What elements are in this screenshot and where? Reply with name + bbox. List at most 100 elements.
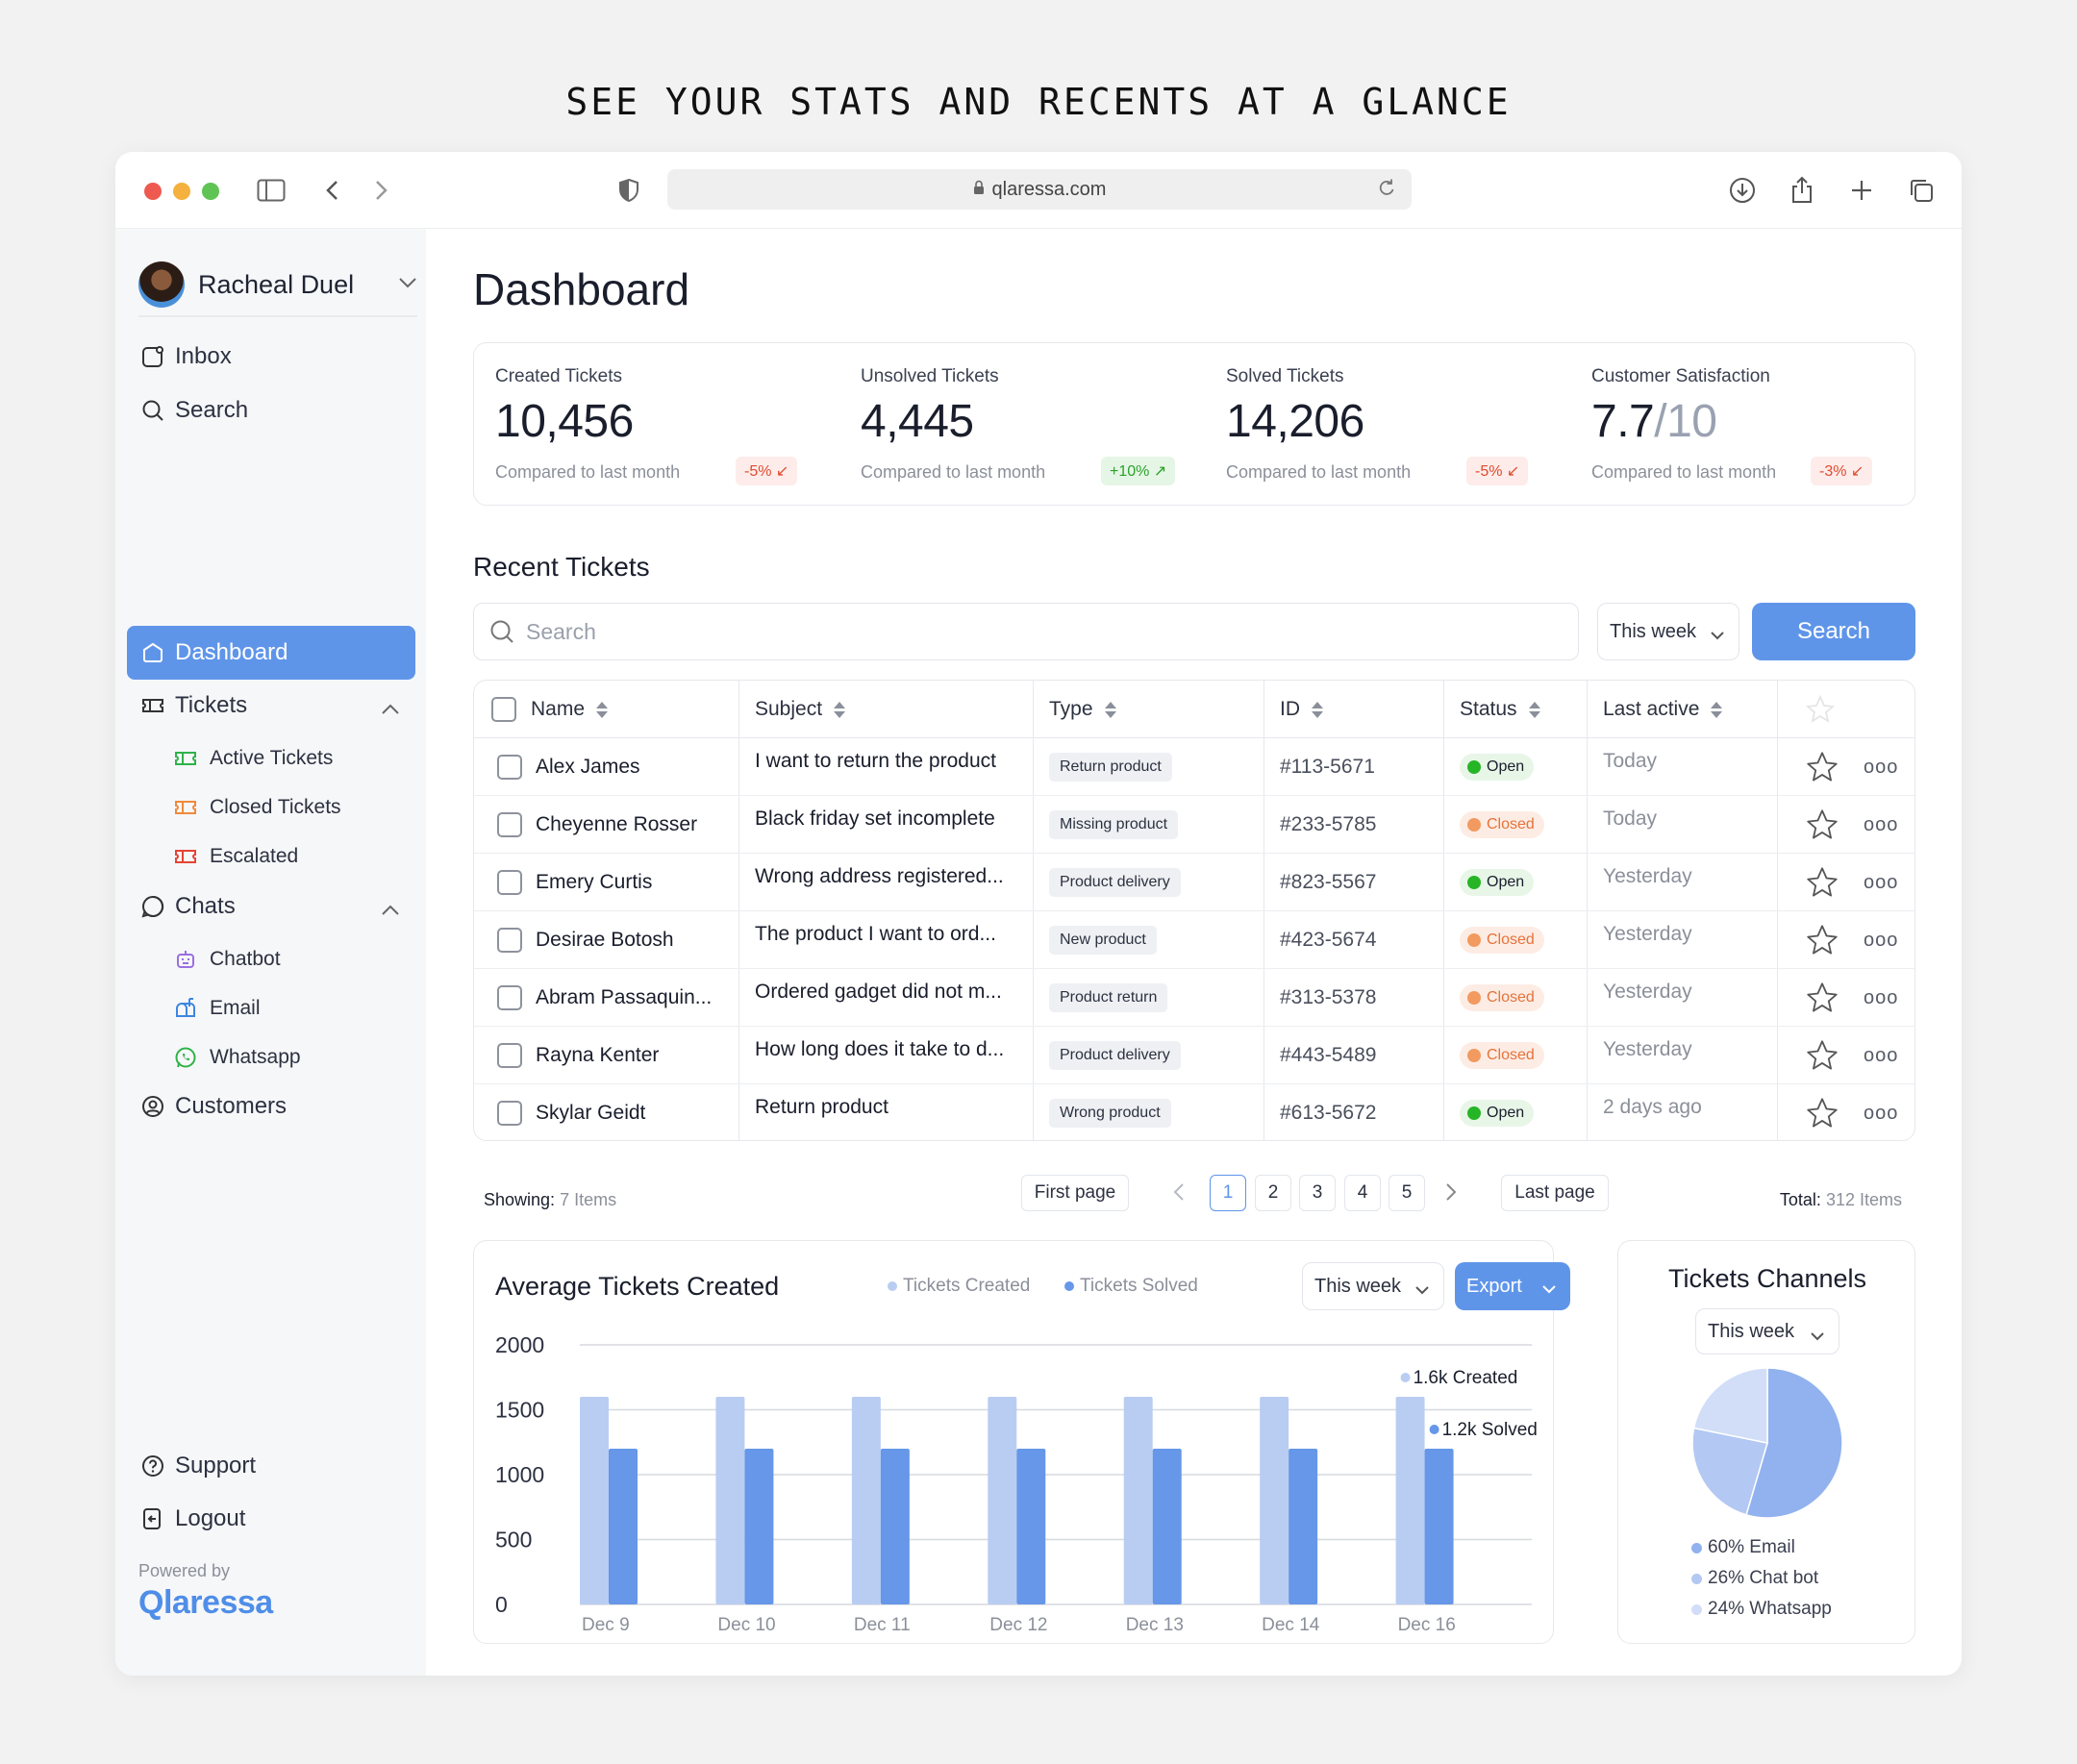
sidebar-item-escalated[interactable]: Escalated	[173, 837, 298, 876]
reload-icon[interactable]	[1377, 178, 1396, 203]
ticket-name[interactable]: Alex James	[536, 756, 640, 778]
table-row[interactable]: Cheyenne Rosser Black friday set incomple…	[474, 796, 1914, 854]
last-page-button[interactable]: Last page	[1501, 1175, 1609, 1211]
more-options-icon[interactable]: ooo	[1864, 911, 1898, 969]
row-checkbox-cell[interactable]	[497, 911, 522, 969]
chart-period-select[interactable]: This week	[1302, 1262, 1444, 1310]
row-checkbox-cell[interactable]	[497, 796, 522, 854]
table-row[interactable]: Rayna Kenter How long does it take to d..…	[474, 1027, 1914, 1084]
star-icon[interactable]	[1806, 1027, 1839, 1084]
more-options-icon[interactable]: ooo	[1864, 854, 1898, 911]
more-options-icon[interactable]: ooo	[1864, 1027, 1898, 1084]
sort-icon[interactable]	[596, 701, 609, 718]
star-icon[interactable]	[1806, 911, 1839, 969]
page-button[interactable]: 4	[1344, 1175, 1381, 1211]
back-arrow-icon[interactable]	[315, 173, 350, 208]
chevron-up-icon[interactable]	[381, 896, 400, 923]
ticket-name[interactable]: Emery Curtis	[536, 871, 653, 893]
brand-logo[interactable]: Qlaressa	[138, 1584, 273, 1621]
sidebar-item-logout[interactable]: Logout	[127, 1493, 415, 1545]
checkbox[interactable]	[497, 928, 522, 953]
sidebar-toggle-icon[interactable]	[254, 173, 288, 208]
share-icon[interactable]	[1785, 173, 1819, 208]
first-page-button[interactable]: First page	[1021, 1175, 1129, 1211]
sidebar-item-dashboard[interactable]: Dashboard	[127, 626, 415, 680]
star-icon[interactable]	[1806, 738, 1839, 796]
select-all-checkbox[interactable]	[491, 681, 516, 738]
sort-icon[interactable]	[1711, 701, 1723, 718]
checkbox[interactable]	[491, 697, 516, 722]
table-row[interactable]: Abram Passaquin... Ordered gadget did not…	[474, 969, 1914, 1027]
checkbox[interactable]	[497, 1043, 522, 1068]
checkbox[interactable]	[497, 1101, 522, 1126]
ticket-name[interactable]: Abram Passaquin...	[536, 986, 713, 1008]
column-header-type[interactable]: Type	[1049, 681, 1116, 738]
profile-switcher[interactable]: Racheal Duel	[138, 261, 417, 317]
download-icon[interactable]	[1725, 173, 1760, 208]
sidebar-item-whatsapp[interactable]: Whatsapp	[173, 1038, 301, 1077]
sort-icon[interactable]	[1312, 701, 1323, 718]
ticket-subject[interactable]: Wrong address registered...	[755, 865, 1004, 887]
ticket-name[interactable]: Skylar Geidt	[536, 1102, 646, 1124]
page-button[interactable]: 3	[1299, 1175, 1336, 1211]
new-tab-icon[interactable]	[1844, 173, 1879, 208]
column-header-id[interactable]: ID	[1280, 681, 1323, 738]
more-options-icon[interactable]: ooo	[1864, 796, 1898, 854]
sidebar-item-chats[interactable]: Chats	[127, 881, 415, 932]
sidebar-item-search[interactable]: Search	[127, 385, 415, 436]
more-options-icon[interactable]: ooo	[1864, 738, 1898, 796]
ticket-subject[interactable]: Ordered gadget did not m...	[755, 981, 1002, 1003]
ticket-subject[interactable]: The product I want to ord...	[755, 923, 996, 945]
table-row[interactable]: Skylar Geidt Return product Wrong product #…	[474, 1084, 1914, 1140]
sidebar-item-active-tickets[interactable]: Active Tickets	[173, 739, 333, 778]
row-checkbox-cell[interactable]	[497, 1084, 522, 1140]
chevron-up-icon[interactable]	[381, 695, 400, 722]
table-row[interactable]: Emery Curtis Wrong address registered... P…	[474, 854, 1914, 911]
sidebar-item-closed-tickets[interactable]: Closed Tickets	[173, 788, 341, 827]
more-options-icon[interactable]: ooo	[1864, 969, 1898, 1027]
row-checkbox-cell[interactable]	[497, 738, 522, 796]
ticket-subject[interactable]: Black friday set incomplete	[755, 807, 995, 830]
row-checkbox-cell[interactable]	[497, 969, 522, 1027]
ticket-subject[interactable]: How long does it take to d...	[755, 1038, 1005, 1060]
next-page-icon[interactable]	[1444, 1182, 1458, 1207]
column-header-name[interactable]: Name	[531, 681, 609, 738]
sidebar-item-support[interactable]: Support	[127, 1440, 415, 1492]
channels-period-select[interactable]: This week	[1695, 1308, 1839, 1354]
sidebar-item-inbox[interactable]: Inbox	[127, 331, 415, 383]
period-select[interactable]: This week	[1597, 603, 1739, 660]
maximize-window-button[interactable]	[202, 183, 219, 200]
forward-arrow-icon[interactable]	[363, 173, 398, 208]
ticket-search-input[interactable]: Search	[473, 603, 1579, 660]
column-header-status[interactable]: Status	[1460, 681, 1540, 738]
page-button[interactable]: 2	[1255, 1175, 1291, 1211]
row-checkbox-cell[interactable]	[497, 1027, 522, 1084]
ticket-subject[interactable]: I want to return the product	[755, 750, 996, 772]
export-button[interactable]: Export	[1455, 1262, 1570, 1310]
tabs-overview-icon[interactable]	[1904, 173, 1939, 208]
column-header-last-active[interactable]: Last active	[1603, 681, 1723, 738]
sidebar-item-email[interactable]: Email	[173, 989, 261, 1028]
column-header-subject[interactable]: Subject	[755, 681, 846, 738]
page-button[interactable]: 5	[1389, 1175, 1425, 1211]
close-window-button[interactable]	[144, 183, 162, 200]
ticket-name[interactable]: Cheyenne Rosser	[536, 813, 698, 835]
minimize-window-button[interactable]	[173, 183, 190, 200]
prev-page-icon[interactable]	[1172, 1182, 1186, 1207]
star-icon[interactable]	[1806, 854, 1839, 911]
sort-icon[interactable]	[834, 701, 846, 718]
checkbox[interactable]	[497, 870, 522, 895]
checkbox[interactable]	[497, 985, 522, 1010]
star-icon[interactable]	[1806, 796, 1839, 854]
sort-icon[interactable]	[1104, 701, 1116, 718]
table-row[interactable]: Alex James I want to return the product Re…	[474, 738, 1914, 796]
ticket-subject[interactable]: Return product	[755, 1096, 888, 1118]
star-icon[interactable]	[1806, 969, 1839, 1027]
page-button[interactable]: 1	[1210, 1175, 1246, 1211]
more-options-icon[interactable]: ooo	[1864, 1084, 1898, 1140]
sidebar-item-chatbot[interactable]: Chatbot	[173, 940, 281, 979]
sidebar-item-customers[interactable]: Customers	[127, 1081, 415, 1132]
star-icon[interactable]	[1806, 1084, 1839, 1140]
checkbox[interactable]	[497, 755, 522, 780]
address-bar[interactable]: qlaressa.com	[667, 169, 1412, 210]
